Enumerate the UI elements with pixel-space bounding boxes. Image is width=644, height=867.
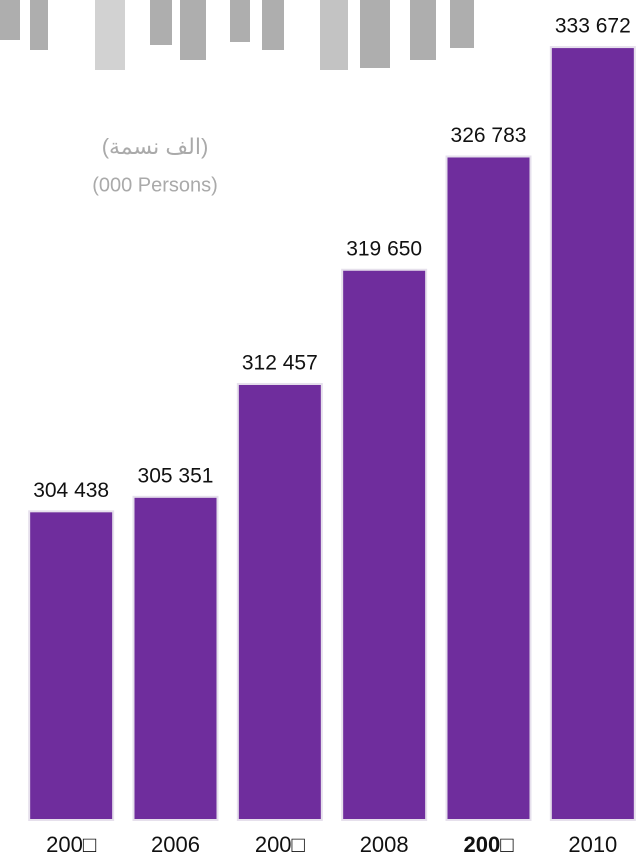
value-label: 304 438 <box>33 479 109 502</box>
value-label: 326 783 <box>451 124 527 147</box>
x-tick-label: 2010 <box>568 832 617 857</box>
bar <box>447 156 531 820</box>
bar <box>29 511 113 820</box>
bar <box>134 497 218 820</box>
x-tick-label: 2008 <box>360 832 409 857</box>
decoration-people <box>0 0 474 70</box>
x-tick-label: 200□ <box>464 832 514 857</box>
value-label: 333 672 <box>555 15 631 38</box>
chart-subtitle: (000 Persons) <box>92 174 218 196</box>
chart: (الف نسمة) (000 Persons) 200□ 304 438 2006… <box>0 0 644 862</box>
bar <box>551 47 635 820</box>
x-tick-label: 200□ <box>255 832 305 857</box>
value-label: 312 457 <box>242 352 318 375</box>
value-label: 305 351 <box>138 464 214 487</box>
bar <box>342 270 426 820</box>
value-label: 319 650 <box>346 237 422 260</box>
bar <box>238 384 322 820</box>
x-tick-label: 200□ <box>46 832 96 857</box>
x-tick-label: 2006 <box>151 832 200 857</box>
chart-title: (الف نسمة) <box>102 134 209 159</box>
